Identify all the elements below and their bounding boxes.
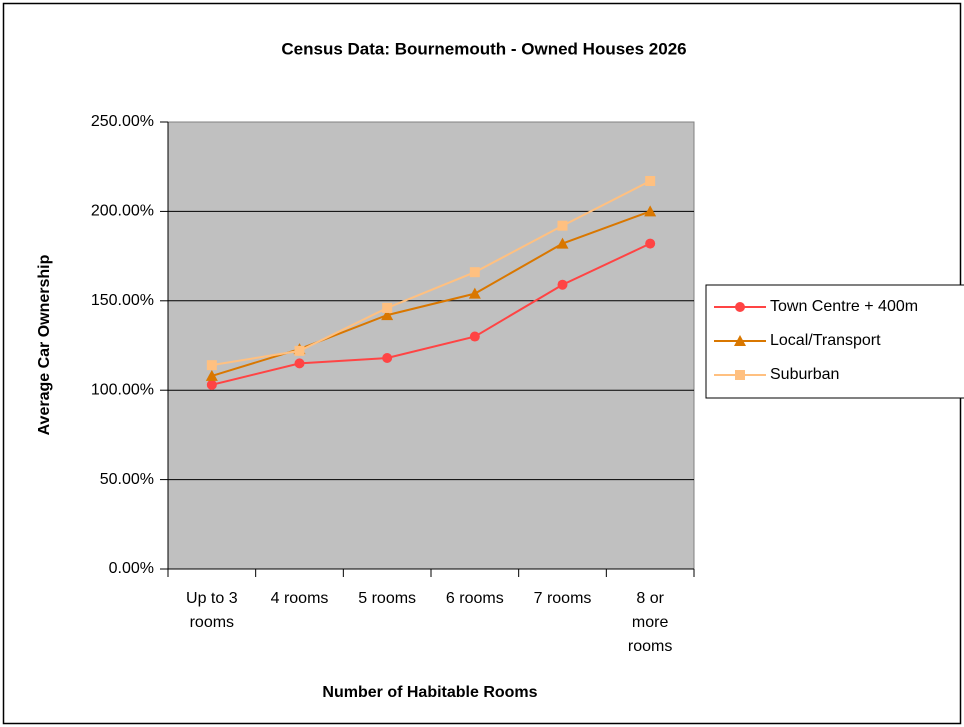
x-tick-label: 7 rooms — [533, 590, 592, 607]
marker — [382, 353, 393, 364]
x-tick-label: Up to 3 rooms — [186, 590, 238, 631]
marker — [645, 176, 656, 187]
marker — [645, 238, 656, 249]
legend-label: Town Centre + 400m — [770, 298, 918, 315]
y-tick-label: 0.00% — [109, 560, 154, 577]
marker — [469, 267, 480, 278]
marker — [735, 370, 745, 380]
marker — [734, 335, 746, 346]
marker — [644, 205, 657, 217]
chart-title: Census Data: Bournemouth - Owned Houses … — [281, 39, 686, 58]
marker — [205, 369, 218, 381]
marker — [294, 358, 305, 369]
x-axis-label: Number of Habitable Rooms — [322, 684, 537, 701]
y-tick-label: 100.00% — [91, 381, 154, 398]
legend-label: Local/Transport — [770, 332, 881, 349]
marker — [735, 302, 745, 312]
y-tick-label: 200.00% — [91, 203, 154, 220]
marker — [557, 279, 568, 290]
marker — [556, 237, 569, 249]
marker — [557, 220, 568, 231]
x-tick-label: 8 or more rooms — [627, 590, 673, 655]
legend-label: Suburban — [770, 366, 839, 383]
x-tick-label: 5 rooms — [358, 590, 417, 607]
marker — [469, 331, 480, 342]
x-tick-label: 6 rooms — [445, 590, 504, 607]
marker — [206, 360, 217, 371]
marker — [468, 287, 481, 299]
marker — [382, 302, 393, 313]
y-tick-label: 250.00% — [91, 113, 154, 130]
y-tick-label: 50.00% — [100, 471, 154, 488]
marker — [381, 309, 394, 321]
y-tick-label: 150.00% — [91, 292, 154, 309]
plot-area — [167, 121, 695, 570]
x-tick-label: 4 rooms — [270, 590, 329, 607]
y-axis-label: Average Car Ownership — [36, 254, 53, 435]
marker — [294, 345, 305, 356]
marker — [206, 379, 217, 390]
series-line — [211, 242, 651, 386]
series-line — [211, 180, 651, 367]
